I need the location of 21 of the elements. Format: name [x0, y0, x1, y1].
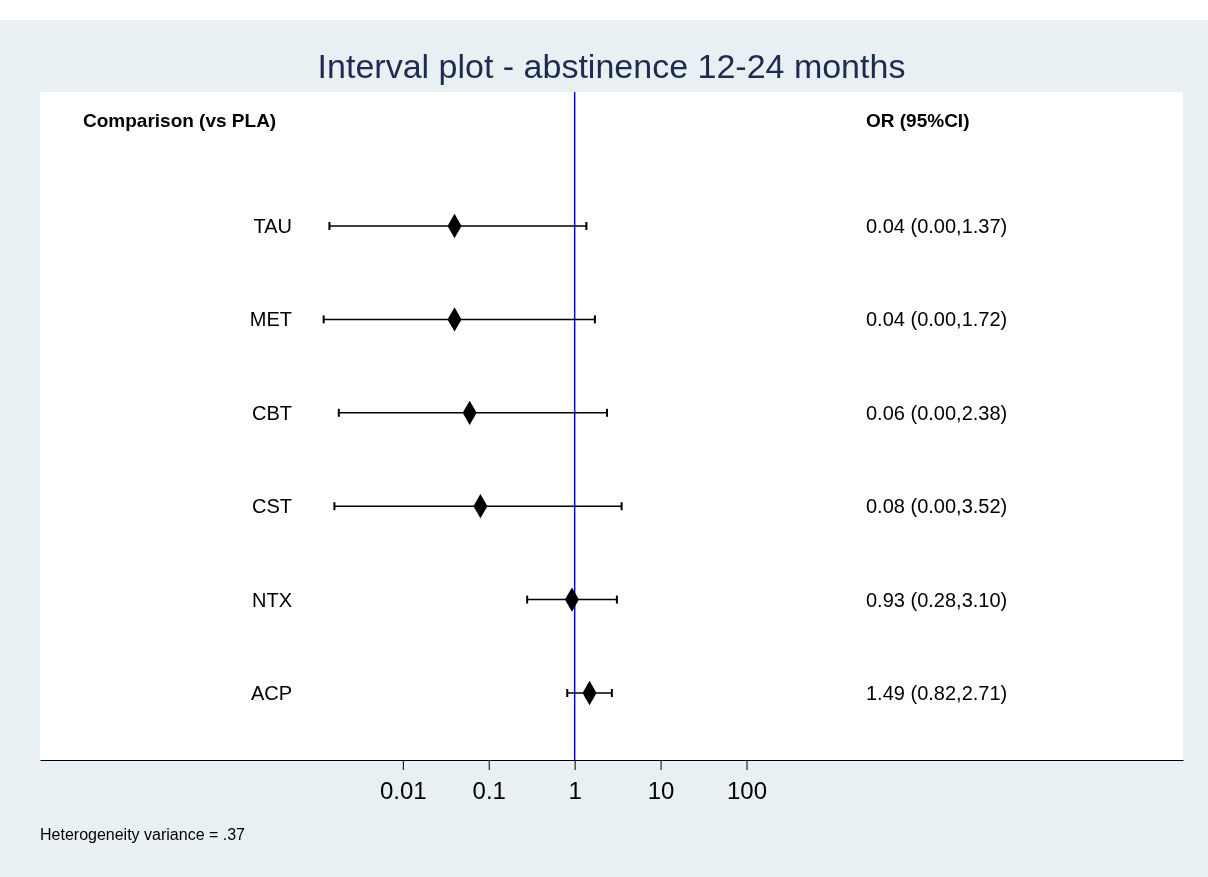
annotation: 0.93 (0.28,3.10): [866, 588, 1008, 611]
x-tick-label: 1: [568, 777, 582, 805]
y-tick-label: TAU: [253, 215, 292, 237]
y-tick-label: MET: [249, 308, 292, 331]
x-tick-label: 0.1: [472, 777, 506, 805]
annotation: 1.49 (0.82,2.71): [866, 682, 1008, 704]
annotation: 0.08 (0.00,3.52): [866, 495, 1008, 518]
y-tick-label: ACP: [250, 682, 292, 704]
text: Comparison (vs PLA): [83, 110, 277, 131]
annotation: 0.04 (0.00,1.37): [866, 215, 1008, 237]
x-tick-label: 10: [647, 777, 675, 805]
y-tick-label: CBT: [252, 401, 292, 424]
text: OR (95%CI): [866, 110, 970, 131]
annotation: 0.06 (0.00,2.38): [866, 401, 1008, 424]
y-tick-label: CST: [252, 495, 292, 518]
x-tick-label: 100: [727, 777, 768, 805]
chart-title: Interval plot - abstinence 12-24 months: [317, 47, 906, 85]
annotation: 0.04 (0.00,1.72): [866, 308, 1008, 331]
x-tick-label: 0.01: [379, 777, 427, 805]
y-tick-label: NTX: [252, 588, 292, 611]
text: Heterogeneity variance = .37: [40, 826, 246, 843]
